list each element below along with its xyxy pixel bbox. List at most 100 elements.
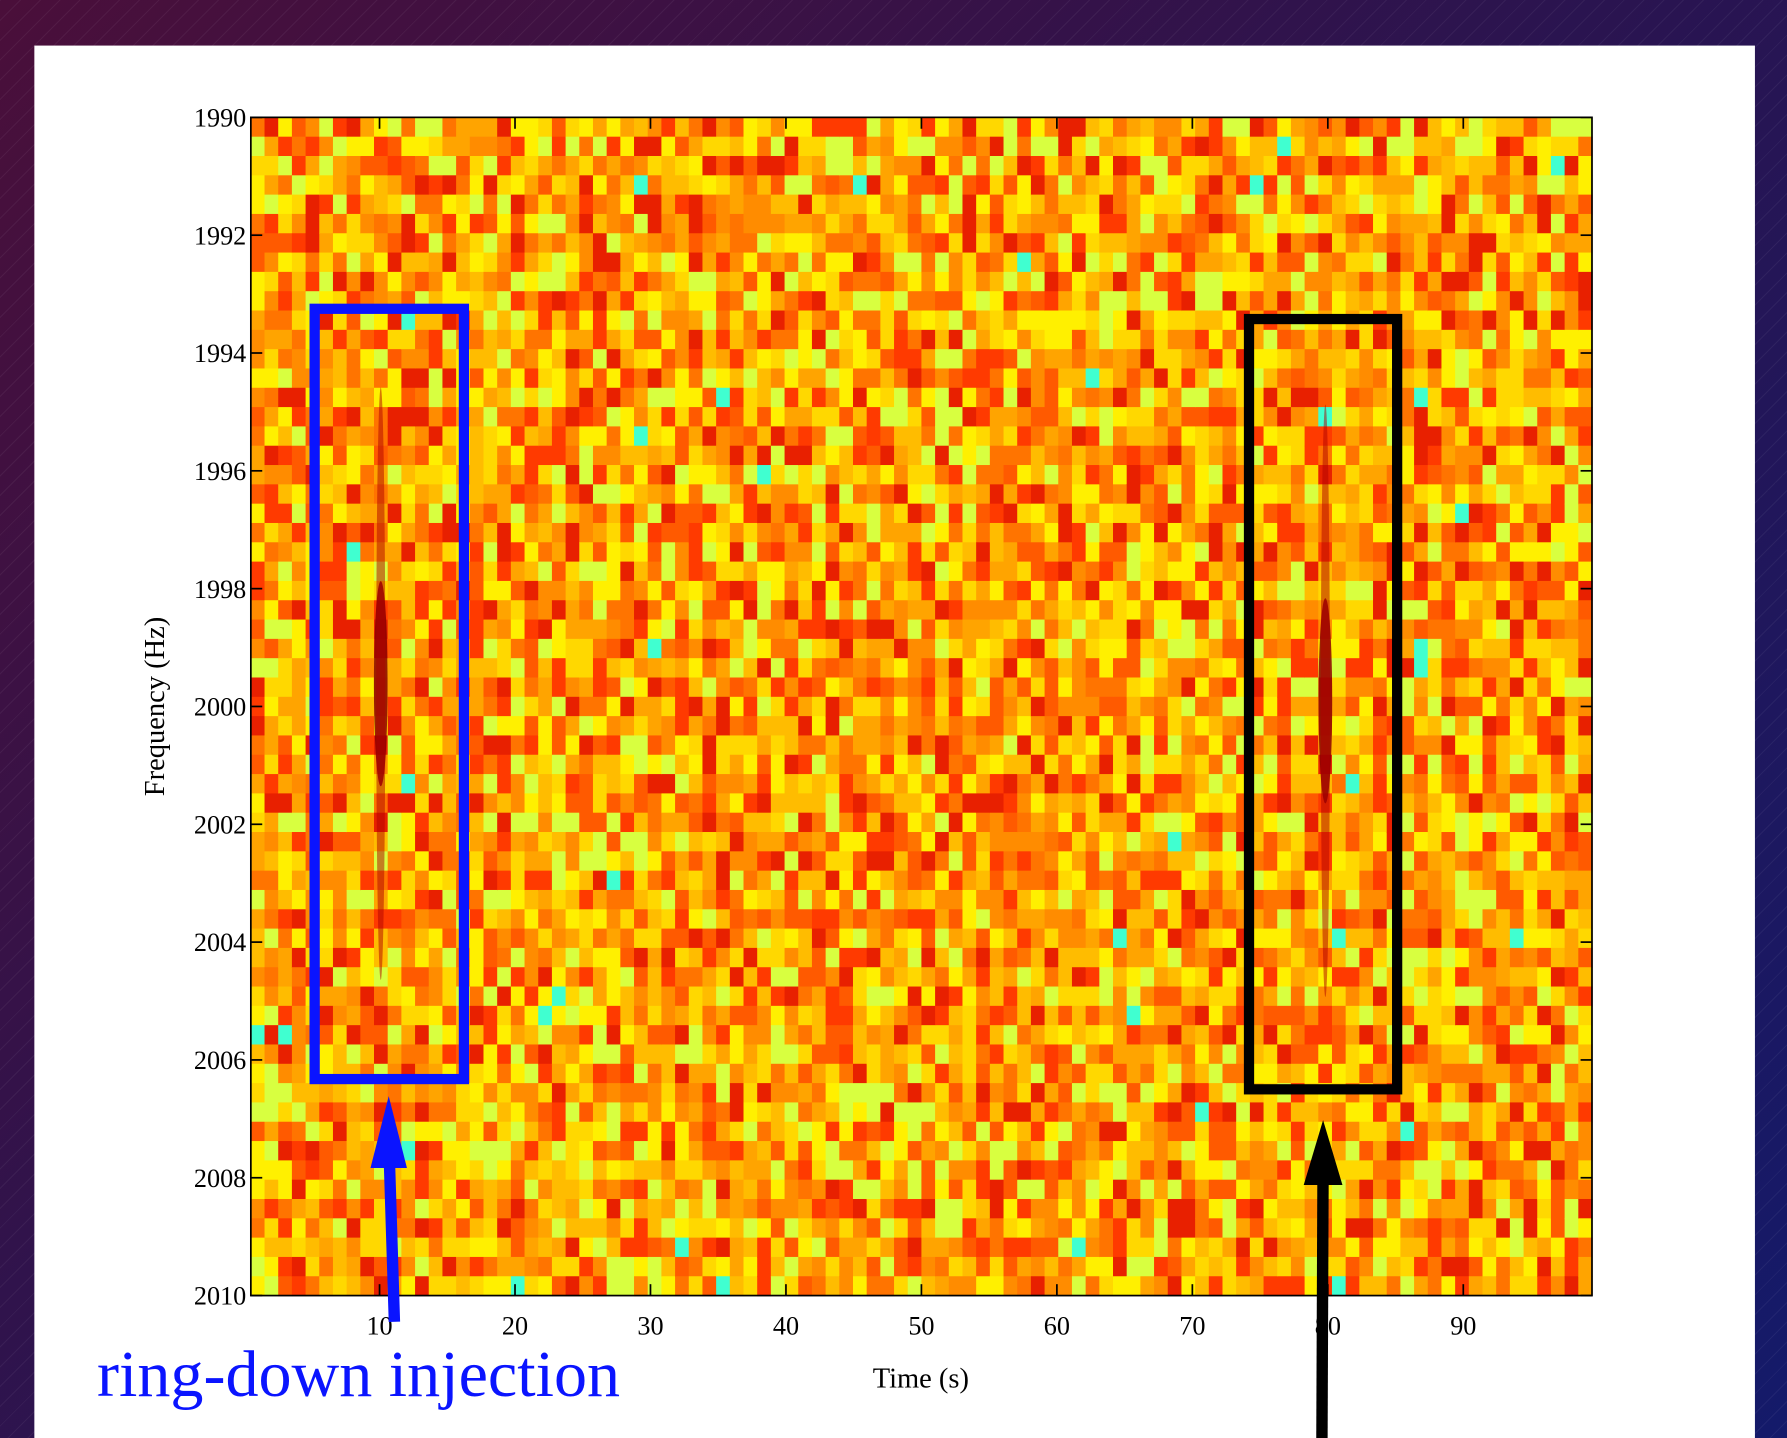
noise-cell bbox=[319, 1160, 333, 1180]
noise-cell bbox=[566, 871, 580, 891]
noise-cell bbox=[976, 388, 990, 408]
noise-cell bbox=[812, 311, 826, 331]
noise-cell bbox=[716, 929, 730, 949]
noise-cell bbox=[798, 774, 812, 794]
noise-cell bbox=[429, 330, 443, 350]
noise-cell bbox=[648, 948, 662, 968]
noise-cell bbox=[935, 446, 949, 466]
noise-cell bbox=[497, 832, 511, 852]
noise-cell bbox=[1086, 1044, 1100, 1064]
noise-cell bbox=[566, 156, 580, 176]
noise-cell bbox=[1277, 1218, 1291, 1238]
noise-cell bbox=[990, 909, 1004, 929]
noise-cell bbox=[1195, 446, 1209, 466]
noise-cell bbox=[1305, 697, 1319, 717]
noise-cell bbox=[661, 233, 675, 253]
noise-cell bbox=[442, 1257, 456, 1277]
noise-cell bbox=[949, 195, 963, 215]
noise-cell bbox=[593, 1102, 607, 1122]
noise-cell bbox=[771, 542, 785, 562]
noise-cell bbox=[552, 1257, 566, 1277]
noise-cell bbox=[839, 716, 853, 736]
noise-cell bbox=[1222, 1064, 1236, 1084]
noise-cell bbox=[1127, 1276, 1141, 1296]
noise-cell bbox=[661, 504, 675, 524]
noise-cell bbox=[1099, 156, 1113, 176]
noise-cell bbox=[949, 291, 963, 311]
noise-cell bbox=[976, 774, 990, 794]
noise-cell bbox=[921, 871, 935, 891]
noise-cell bbox=[1250, 1122, 1264, 1142]
noise-cell bbox=[1004, 426, 1018, 446]
noise-cell bbox=[1181, 156, 1195, 176]
noise-cell bbox=[949, 1238, 963, 1258]
noise-cell bbox=[251, 929, 265, 949]
noise-cell bbox=[1305, 1025, 1319, 1045]
noise-cell bbox=[360, 774, 374, 794]
noise-cell bbox=[867, 407, 881, 427]
noise-cell bbox=[839, 735, 853, 755]
noise-cell bbox=[689, 1122, 703, 1142]
noise-cell bbox=[538, 716, 552, 736]
noise-cell bbox=[935, 909, 949, 929]
noise-cell bbox=[908, 1025, 922, 1045]
noise-cell bbox=[1209, 388, 1223, 408]
noise-cell bbox=[867, 697, 881, 717]
noise-cell bbox=[538, 1218, 552, 1238]
noise-cell bbox=[935, 1122, 949, 1142]
noise-cell bbox=[702, 195, 716, 215]
noise-cell bbox=[525, 755, 539, 775]
noise-cell bbox=[785, 175, 799, 195]
noise-cell bbox=[429, 1160, 443, 1180]
noise-cell bbox=[265, 1276, 279, 1296]
noise-cell bbox=[483, 272, 497, 292]
noise-cell bbox=[1346, 175, 1360, 195]
noise-cell bbox=[1332, 388, 1346, 408]
noise-cell bbox=[1332, 504, 1346, 524]
noise-cell bbox=[347, 948, 361, 968]
noise-cell bbox=[1168, 1141, 1182, 1161]
noise-cell bbox=[360, 581, 374, 601]
noise-cell bbox=[1004, 253, 1018, 273]
noise-cell bbox=[251, 909, 265, 929]
noise-cell bbox=[374, 1006, 388, 1026]
noise-cell bbox=[1031, 156, 1045, 176]
noise-cell bbox=[661, 1006, 675, 1026]
noise-cell bbox=[1332, 851, 1346, 871]
noise-cell bbox=[1154, 581, 1168, 601]
noise-cell bbox=[265, 542, 279, 562]
noise-cell bbox=[1264, 909, 1278, 929]
noise-cell bbox=[1181, 1083, 1195, 1103]
noise-cell bbox=[771, 890, 785, 910]
noise-cell bbox=[771, 658, 785, 678]
noise-cell bbox=[771, 484, 785, 504]
noise-cell bbox=[374, 272, 388, 292]
noise-cell bbox=[853, 195, 867, 215]
noise-cell bbox=[429, 426, 443, 446]
noise-cell bbox=[1058, 987, 1072, 1007]
noise-cell bbox=[607, 156, 621, 176]
noise-cell bbox=[935, 890, 949, 910]
noise-cell bbox=[278, 735, 292, 755]
noise-cell bbox=[839, 330, 853, 350]
noise-cell bbox=[1004, 1006, 1018, 1026]
noise-cell bbox=[826, 600, 840, 620]
noise-cell bbox=[429, 407, 443, 427]
noise-cell bbox=[1236, 1141, 1250, 1161]
noise-cell bbox=[785, 1141, 799, 1161]
noise-cell bbox=[702, 1141, 716, 1161]
noise-cell bbox=[1072, 1064, 1086, 1084]
noise-cell bbox=[1195, 774, 1209, 794]
noise-cell bbox=[360, 1044, 374, 1064]
noise-cell bbox=[1113, 426, 1127, 446]
noise-cell bbox=[1017, 175, 1031, 195]
noise-cell bbox=[634, 195, 648, 215]
noise-cell bbox=[593, 639, 607, 659]
noise-cell bbox=[894, 832, 908, 852]
noise-cell bbox=[1250, 1102, 1264, 1122]
noise-cell bbox=[867, 137, 881, 157]
noise-cell bbox=[908, 639, 922, 659]
noise-cell bbox=[470, 484, 484, 504]
noise-cell bbox=[661, 1083, 675, 1103]
noise-cell bbox=[1332, 716, 1346, 736]
